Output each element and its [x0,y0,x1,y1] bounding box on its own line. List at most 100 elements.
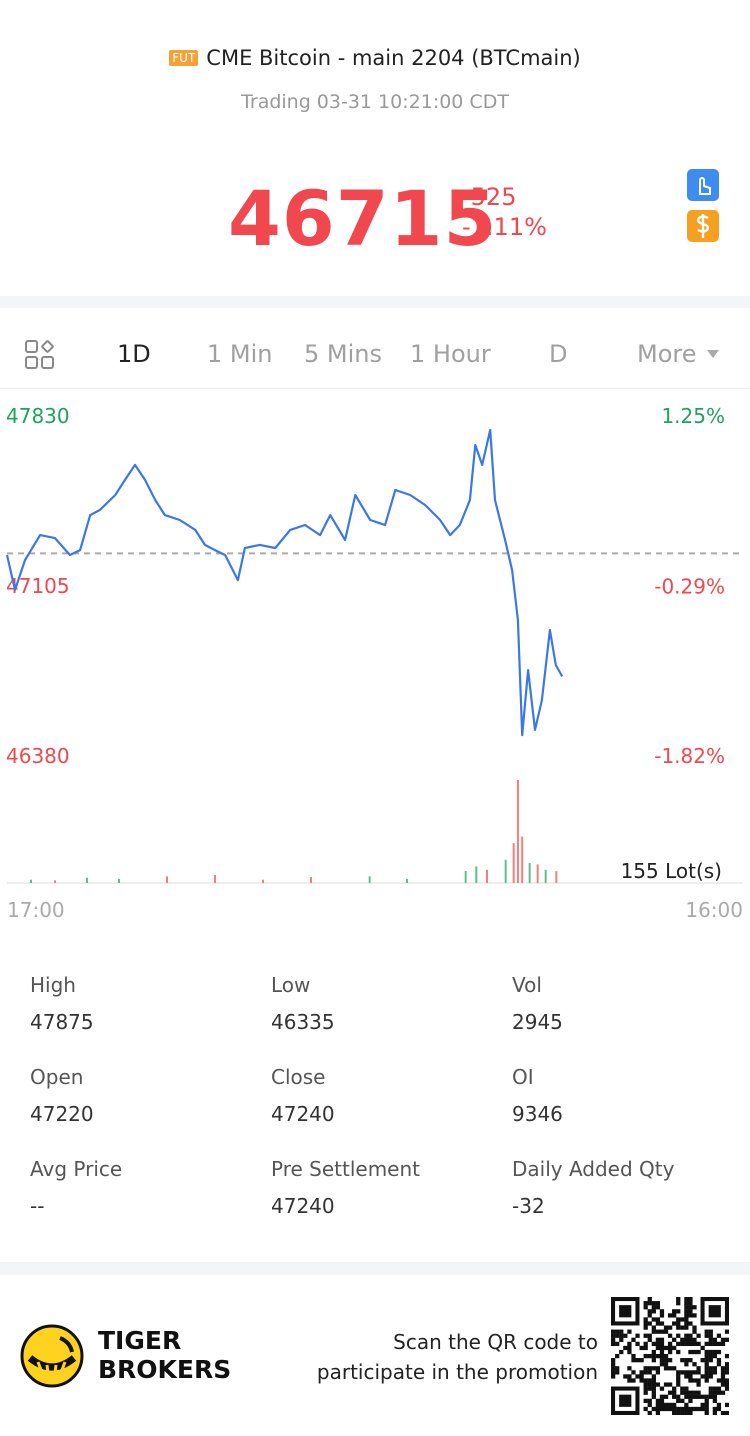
qr-module [659,1345,665,1351]
qr-module [619,1333,624,1338]
qr-module [700,1345,705,1351]
title: CME Bitcoin - main 2204 (BTCmain) [206,46,581,70]
volume-bar [516,780,519,883]
qr-module [720,1366,726,1371]
stat-label: Low [271,973,311,997]
qr-module [692,1406,697,1412]
qr-module [659,1321,665,1326]
qr-module [635,1358,640,1363]
qr-module [623,1374,628,1379]
qr-module [676,1341,681,1347]
qr-module [647,1402,652,1408]
qr-module [720,1410,726,1415]
qr-module [708,1394,713,1399]
stat-label: High [30,973,76,997]
qr-module [623,1333,628,1338]
qr-module [655,1317,661,1322]
qr-module [643,1378,648,1383]
qr-module [676,1309,681,1314]
qr-module [643,1406,648,1412]
qr-module [680,1370,685,1375]
qr-module [696,1370,701,1375]
tab[interactable]: 1 Min [207,340,273,368]
qr-module [684,1358,689,1363]
qr-module [724,1410,729,1415]
qr-module [676,1317,681,1322]
qr-module [688,1349,693,1355]
qr-module [647,1366,652,1371]
volume-bar [475,866,478,883]
qr-module [639,1378,644,1383]
qr-module [635,1374,640,1379]
qr-module [647,1398,652,1403]
volume-bar [555,871,558,883]
volume-bar [86,877,88,883]
qr-module [647,1410,652,1415]
qr-module [655,1321,661,1326]
qr-module [716,1358,722,1363]
qr-module [708,1329,713,1334]
qr-module [708,1390,713,1395]
tab[interactable]: 5 Mins [304,340,382,368]
qr-module [712,1370,717,1375]
qr-module [688,1321,693,1326]
qr-module [688,1358,693,1363]
qr-module [688,1390,693,1395]
qr-module [696,1378,701,1383]
qr-code[interactable] [611,1297,729,1415]
qr-module [639,1345,644,1351]
qr-module [704,1333,709,1338]
qr-module [692,1394,697,1399]
brand-line: TIGER [98,1326,182,1355]
qr-module [627,1366,632,1371]
stat-value: 47875 [30,1010,94,1034]
qr-module [651,1301,656,1306]
qr-module [716,1333,722,1338]
qr-module [615,1329,620,1334]
qr-module [643,1317,648,1322]
volume-bar [118,879,120,883]
qr-module [676,1333,681,1338]
stat-label: Open [30,1065,84,1089]
qr-module [667,1345,673,1351]
qr-module [667,1325,673,1330]
qr-module [712,1337,717,1342]
qr-module [712,1353,717,1359]
qr-module [672,1394,677,1399]
tab[interactable]: More [637,340,697,368]
qr-module [631,1378,636,1383]
qr-finder-core [619,1394,632,1407]
layout-icon[interactable] [24,338,58,372]
qr-module [611,1358,616,1363]
qr-module [692,1305,697,1310]
y-tick-label: 46380 [6,744,70,768]
qr-module [720,1378,726,1383]
qr-module [643,1341,648,1347]
qr-module [627,1349,632,1355]
stat-label: Pre Settlement [271,1157,421,1181]
qr-module [627,1378,632,1383]
qr-module [659,1402,665,1408]
qr-module [619,1329,624,1334]
qr-module [684,1410,689,1415]
qr-module [619,1349,624,1355]
tab[interactable]: 1D [117,340,151,368]
qr-module [704,1410,709,1415]
tab[interactable]: 1 Hour [410,340,491,368]
separator [0,296,750,308]
qr-module [692,1329,697,1334]
qr-module [643,1390,648,1395]
qr-module [611,1329,616,1334]
qr-module [611,1333,616,1338]
tab[interactable]: D [549,340,568,368]
qr-module [708,1333,713,1338]
qr-module [724,1378,729,1383]
subtitle: Trading 03-31 10:21:00 CDT [241,91,509,113]
qr-module [672,1337,677,1342]
qr-module [667,1313,673,1318]
qr-module [631,1358,636,1363]
qr-module [684,1341,689,1347]
qr-module [688,1313,693,1318]
qr-module [651,1325,656,1330]
qr-module [684,1370,689,1375]
